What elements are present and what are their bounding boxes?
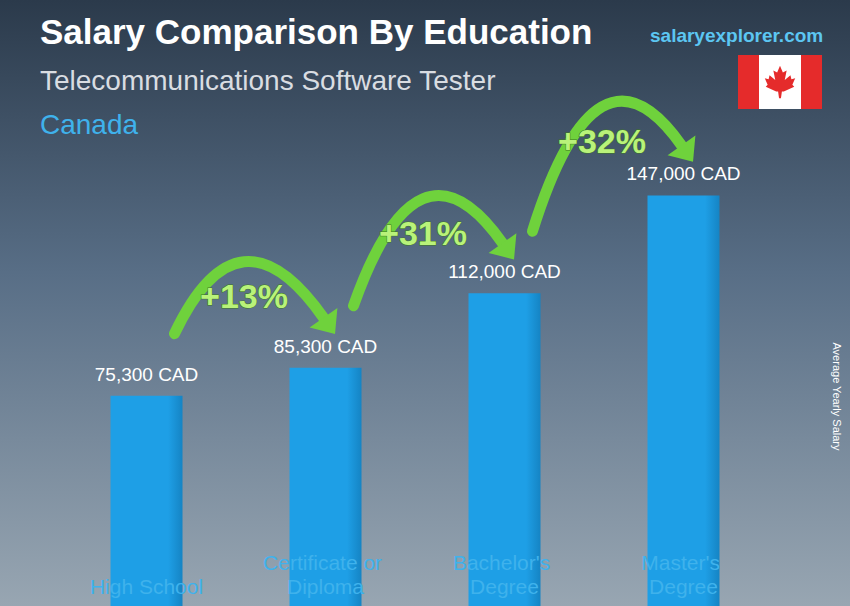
svg-text:+13%: +13% (200, 277, 288, 315)
svg-text:+31%: +31% (379, 214, 467, 252)
svg-text:147,000 CAD: 147,000 CAD (626, 163, 740, 184)
svg-text:85,300 CAD: 85,300 CAD (274, 336, 378, 357)
svg-text:Degree: Degree (470, 575, 539, 598)
svg-text:112,000 CAD: 112,000 CAD (448, 261, 561, 282)
svg-text:75,300 CAD: 75,300 CAD (95, 364, 199, 385)
svg-text:Bachelor's: Bachelor's (453, 551, 556, 574)
svg-text:Master's: Master's (641, 551, 726, 574)
svg-text:Average Yearly Salary: Average Yearly Salary (831, 342, 843, 451)
svg-text:+32%: +32% (558, 122, 646, 160)
svg-text:Canada: Canada (40, 109, 139, 140)
svg-text:salaryexplorer.com: salaryexplorer.com (650, 25, 823, 46)
svg-text:High School: High School (90, 575, 203, 598)
svg-text:Salary Comparison By Education: Salary Comparison By Education (40, 12, 592, 51)
svg-text:Telecommunications Software Te: Telecommunications Software Tester (40, 65, 495, 96)
svg-text:Certificate or: Certificate or (263, 551, 388, 574)
svg-text:Diploma: Diploma (287, 575, 364, 598)
svg-text:Degree: Degree (649, 575, 718, 598)
